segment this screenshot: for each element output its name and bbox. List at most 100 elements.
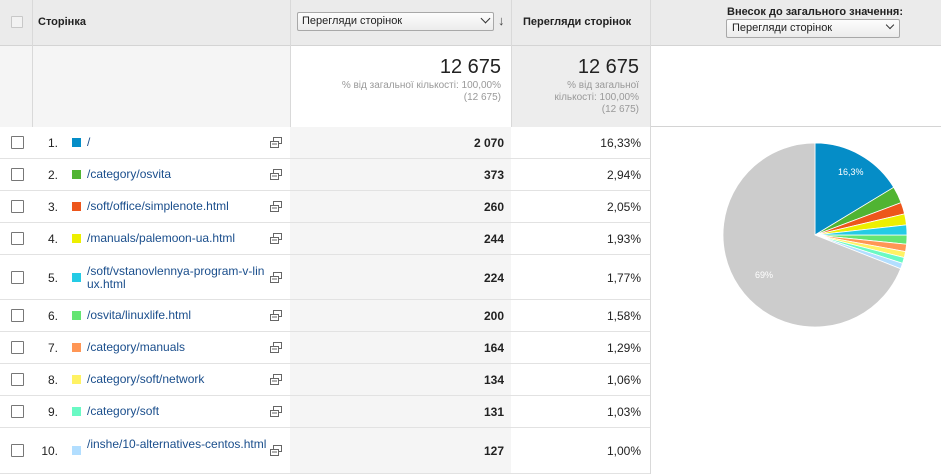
row-checkbox[interactable] bbox=[11, 405, 24, 418]
row-percent-cell bbox=[511, 428, 650, 473]
row-page-cell bbox=[0, 159, 290, 190]
page-link[interactable]: /soft/vstanovlennya-program-v-linux.html bbox=[87, 264, 265, 291]
select-all-checkbox[interactable] bbox=[11, 16, 23, 28]
row-number: 1. bbox=[47, 136, 58, 150]
table-row: 5. /soft/vstanovlennya-program-v-linux.h… bbox=[0, 255, 650, 300]
row-checkbox[interactable] bbox=[11, 136, 24, 149]
row-number: 8. bbox=[47, 373, 58, 387]
table-row: 4. /manuals/palemoon-ua.html 244 1,93% bbox=[0, 223, 650, 255]
page-link[interactable]: /category/osvita bbox=[87, 167, 172, 181]
primary-metric-select-value: Перегляди сторінок bbox=[302, 15, 403, 27]
row-percent-cell bbox=[511, 332, 650, 363]
row-percent-value: 1,00% bbox=[606, 444, 641, 458]
row-views-cell bbox=[290, 396, 511, 427]
open-in-new-window-icon[interactable] bbox=[270, 169, 282, 180]
row-views-cell bbox=[290, 364, 511, 395]
page-link[interactable]: /manuals/palemoon-ua.html bbox=[87, 231, 236, 245]
table-row: 9. /category/soft 131 1,03% bbox=[0, 396, 650, 428]
row-percent-cell bbox=[511, 300, 650, 331]
contribution-pie-chart: 16,3% 69% bbox=[722, 142, 908, 328]
row-percent-cell bbox=[511, 396, 650, 427]
row-views-value: 260 bbox=[483, 200, 504, 214]
summary-total-1: 12 675 bbox=[439, 56, 501, 78]
row-checkbox[interactable] bbox=[11, 271, 24, 284]
row-checkbox[interactable] bbox=[11, 232, 24, 245]
page-link[interactable]: /soft/office/simplenote.html bbox=[87, 199, 229, 213]
summary-row: 12 675 % від загальної кількості: 100,00… bbox=[0, 46, 941, 127]
row-checkbox[interactable] bbox=[11, 341, 24, 354]
primary-metric-select[interactable]: Перегляди сторінок bbox=[297, 12, 494, 31]
page-link[interactable]: / bbox=[87, 135, 91, 149]
row-percent-cell bbox=[511, 191, 650, 222]
page-link[interactable]: /inshe/10-alternatives-centos.html bbox=[87, 437, 267, 451]
row-number: 7. bbox=[47, 341, 58, 355]
contribution-label: Внесок до загального значення: bbox=[727, 6, 904, 18]
sort-descending-icon[interactable]: ↓ bbox=[498, 13, 505, 28]
row-checkbox[interactable] bbox=[11, 309, 24, 322]
row-number: 2. bbox=[47, 168, 58, 182]
row-checkbox[interactable] bbox=[11, 200, 24, 213]
row-page-cell bbox=[0, 428, 290, 473]
row-views-value: 244 bbox=[483, 232, 504, 246]
pie-slice bbox=[814, 142, 895, 236]
open-in-new-window-icon[interactable] bbox=[270, 201, 282, 212]
metric-column-header[interactable]: Перегляди сторінок bbox=[523, 16, 632, 28]
row-views-value: 373 bbox=[483, 168, 504, 182]
row-percent-value: 1,93% bbox=[606, 232, 641, 246]
row-page-cell bbox=[0, 332, 290, 363]
open-in-new-window-icon[interactable] bbox=[270, 310, 282, 321]
row-views-cell bbox=[290, 159, 511, 190]
open-in-new-window-icon[interactable] bbox=[270, 272, 282, 283]
open-in-new-window-icon[interactable] bbox=[270, 374, 282, 385]
open-in-new-window-icon[interactable] bbox=[270, 137, 282, 148]
summary-label-cell bbox=[0, 46, 290, 127]
row-number: 3. bbox=[47, 200, 58, 214]
open-in-new-window-icon[interactable] bbox=[270, 233, 282, 244]
open-in-new-window-icon[interactable] bbox=[270, 406, 282, 417]
row-views-value: 200 bbox=[483, 309, 504, 323]
table-header: Сторінка Перегляди сторінок ↓ Перегляди … bbox=[0, 0, 941, 46]
row-number: 10. bbox=[41, 444, 58, 458]
row-page-cell bbox=[0, 396, 290, 427]
summary-total-2: 12 675 bbox=[577, 56, 639, 78]
page-column-header[interactable]: Сторінка bbox=[38, 16, 86, 28]
row-number: 6. bbox=[47, 309, 58, 323]
row-views-cell bbox=[290, 223, 511, 254]
row-percent-value: 2,05% bbox=[606, 200, 641, 214]
row-views-value: 2 070 bbox=[473, 136, 504, 150]
row-percent-cell bbox=[511, 223, 650, 254]
row-percent-cell bbox=[511, 127, 650, 158]
series-color-swatch bbox=[72, 407, 81, 416]
column-divider bbox=[650, 0, 651, 474]
page-link[interactable]: /category/soft bbox=[87, 404, 160, 418]
contribution-metric-select[interactable]: Перегляди сторінок bbox=[726, 19, 900, 38]
row-percent-cell bbox=[511, 364, 650, 395]
row-views-value: 131 bbox=[483, 405, 504, 419]
row-percent-value: 1,06% bbox=[606, 373, 641, 387]
row-checkbox[interactable] bbox=[11, 168, 24, 181]
page-link[interactable]: /category/soft/network bbox=[87, 372, 205, 386]
row-page-cell bbox=[0, 300, 290, 331]
row-page-cell bbox=[0, 255, 290, 299]
row-percent-cell bbox=[511, 255, 650, 299]
row-views-cell bbox=[290, 255, 511, 299]
row-views-value: 164 bbox=[483, 341, 504, 355]
row-views-cell bbox=[290, 332, 511, 363]
chevron-down-icon bbox=[885, 20, 895, 30]
series-color-swatch bbox=[72, 138, 81, 147]
row-percent-cell bbox=[511, 159, 650, 190]
chevron-down-icon bbox=[480, 13, 491, 24]
pie-slice bbox=[722, 142, 902, 328]
row-number: 4. bbox=[47, 232, 58, 246]
row-views-value: 134 bbox=[483, 373, 504, 387]
row-page-cell bbox=[0, 223, 290, 254]
series-color-swatch bbox=[72, 311, 81, 320]
open-in-new-window-icon[interactable] bbox=[270, 445, 282, 456]
row-checkbox[interactable] bbox=[11, 444, 24, 457]
row-number: 5. bbox=[47, 271, 58, 285]
page-link[interactable]: /category/manuals bbox=[87, 340, 186, 354]
page-link[interactable]: /osvita/linuxlife.html bbox=[87, 308, 192, 322]
summary-percent-1: % від загальної кількості: 100,00% bbox=[341, 80, 501, 91]
row-checkbox[interactable] bbox=[11, 373, 24, 386]
open-in-new-window-icon[interactable] bbox=[270, 342, 282, 353]
